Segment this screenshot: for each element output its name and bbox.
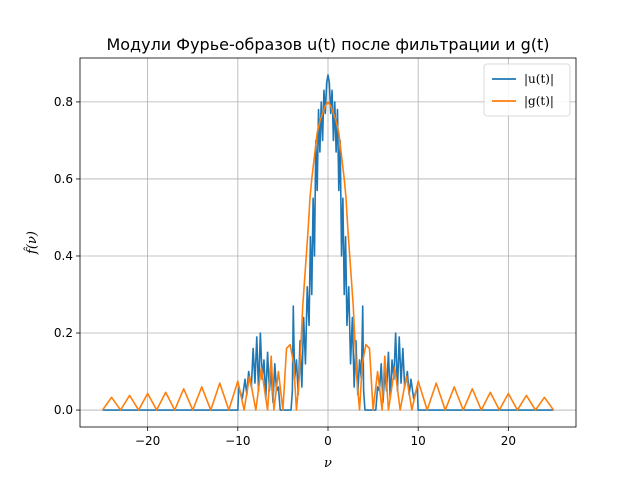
legend: |u(t)| |g(t)|: [483, 63, 571, 117]
x-tick-label: 20: [501, 434, 516, 448]
legend-label: |g(t)|: [524, 94, 554, 108]
x-tick-label: 0: [324, 434, 332, 448]
series-layer: [101, 74, 555, 411]
legend-label: |u(t)|: [524, 72, 554, 86]
y-tick-label: 0.0: [54, 403, 73, 417]
y-axis-label: f̂(ν): [23, 231, 40, 255]
x-tick-label: −20: [135, 434, 160, 448]
legend-box: [483, 63, 571, 117]
y-tick-label: 0.4: [54, 249, 73, 263]
ticks: −20 −10 0 10 20 0.0 0.2 0.4 0.6 0.8: [54, 95, 516, 448]
x-tick-label: 10: [411, 434, 426, 448]
y-tick-label: 0.8: [54, 95, 73, 109]
chart-title: Модули Фурье-образов u(t) после фильтрац…: [106, 35, 549, 54]
x-tick-label: −10: [225, 434, 250, 448]
y-tick-label: 0.6: [54, 172, 73, 186]
series-line-1: [101, 101, 555, 411]
x-axis-label: ν: [324, 456, 332, 471]
y-tick-label: 0.2: [54, 326, 73, 340]
